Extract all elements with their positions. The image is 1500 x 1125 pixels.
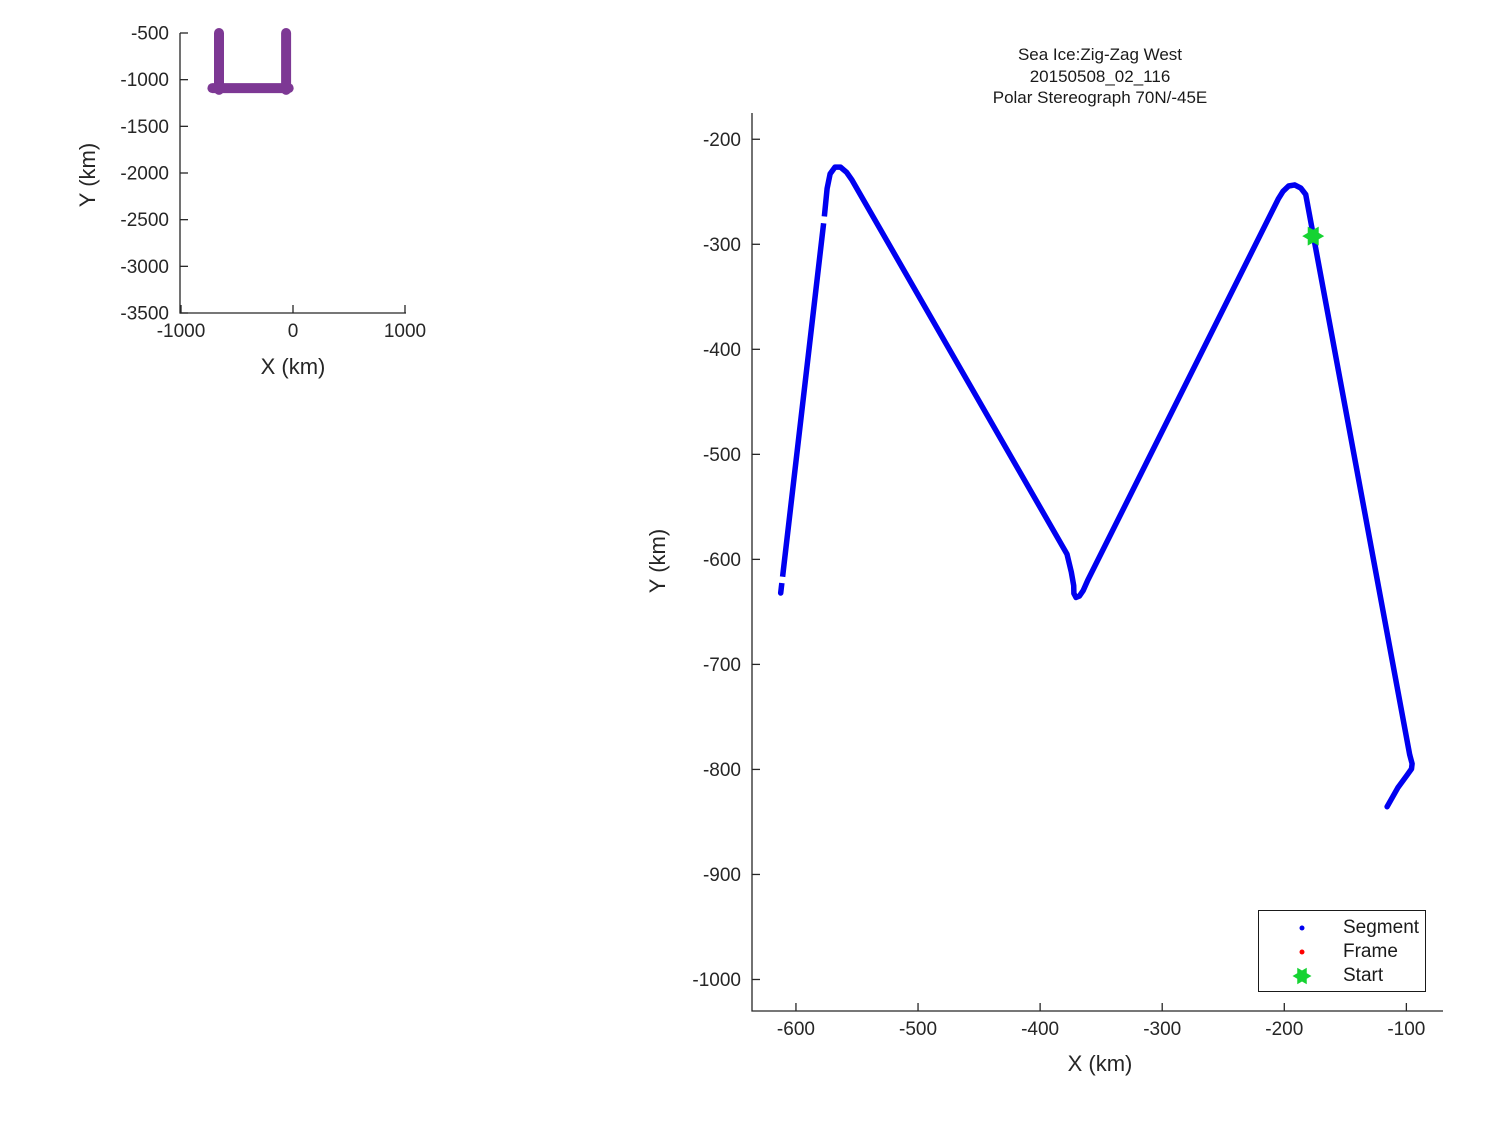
main-plot-y-tick-label: -1000 [692, 970, 741, 991]
start-marker [1302, 226, 1325, 246]
main-plot-y-tick-label: -200 [703, 130, 741, 151]
inset-plot-x-tick-label: 0 [288, 321, 299, 342]
title-line-2: 20150508_02_116 [1029, 66, 1171, 86]
inset-x-axis-label: X (km) [260, 354, 326, 379]
inset-plot-y-tick-label: -500 [131, 24, 169, 45]
main-plot-y-tick-label: -900 [703, 865, 741, 886]
inset-plot-y-tick-label: -1000 [120, 70, 169, 91]
main-x-axis-label: X (km) [1067, 1051, 1133, 1076]
start-hexagram-icon [1292, 967, 1312, 985]
legend-label-start: Start [1343, 965, 1384, 986]
main-plot-y-tick-label: -700 [703, 655, 741, 676]
main-plot-series-segment [777, 164, 1415, 810]
inset-plot-y-tick-label: -3000 [120, 257, 169, 278]
legend-label-segment: Segment [1343, 917, 1420, 938]
main-plot-x-tick-label: -200 [1265, 1019, 1303, 1040]
main-plot-x-tick-label: -500 [899, 1019, 937, 1040]
legend-item-segment: Segment [1259, 916, 1425, 940]
inset-plot-x-tick-label: 1000 [384, 321, 426, 342]
inset-plot-y-tick-label: -2000 [120, 164, 169, 185]
inset-plot-y-tick-label: -3500 [120, 304, 169, 325]
frame-dot-icon [1299, 949, 1305, 955]
main-plot-title: Sea Ice:Zig-Zag West 20150508_02_116 Pol… [800, 44, 1400, 109]
main-y-axis-label: Y (km) [645, 528, 670, 594]
main-plot-segment-gap [777, 576, 787, 584]
legend-item-frame: Frame [1259, 940, 1425, 964]
title-line-1: Sea Ice:Zig-Zag West [1017, 45, 1183, 64]
main-plot-axes-spines [751, 113, 1443, 1012]
inset-plot-y-tick-label: -1500 [120, 117, 169, 138]
inset-plot-y-tick-label: -2500 [120, 210, 169, 231]
legend-item-start: Start [1259, 964, 1425, 988]
main-plot-y-tick-label: -800 [703, 760, 741, 781]
inset-plot-axes-spines [179, 33, 406, 314]
main-plot-x-tick-label: -300 [1143, 1019, 1181, 1040]
inset-plot-x-tick-label: -1000 [157, 321, 206, 342]
segment-dot-icon [1299, 925, 1305, 931]
main-plot-y-tick-label: -500 [703, 445, 741, 466]
main-plot-y-tick-label: -600 [703, 550, 741, 571]
main-plot-segment-gap [818, 215, 829, 224]
title-line-3: Polar Stereograph 70N/-45E [992, 88, 1208, 107]
main-plot-x-tick-label: -600 [777, 1019, 815, 1040]
inset-y-axis-label: Y (km) [75, 142, 100, 208]
main-plot-y-tick-label: -400 [703, 340, 741, 361]
legend-box: Segment Frame Start [1258, 910, 1426, 992]
main-plot-x-tick-label: -100 [1387, 1019, 1425, 1040]
legend-label-frame: Frame [1343, 941, 1398, 962]
main-plot-y-tick-label: -300 [703, 235, 741, 256]
main-plot-x-tick-label: -400 [1021, 1019, 1059, 1040]
